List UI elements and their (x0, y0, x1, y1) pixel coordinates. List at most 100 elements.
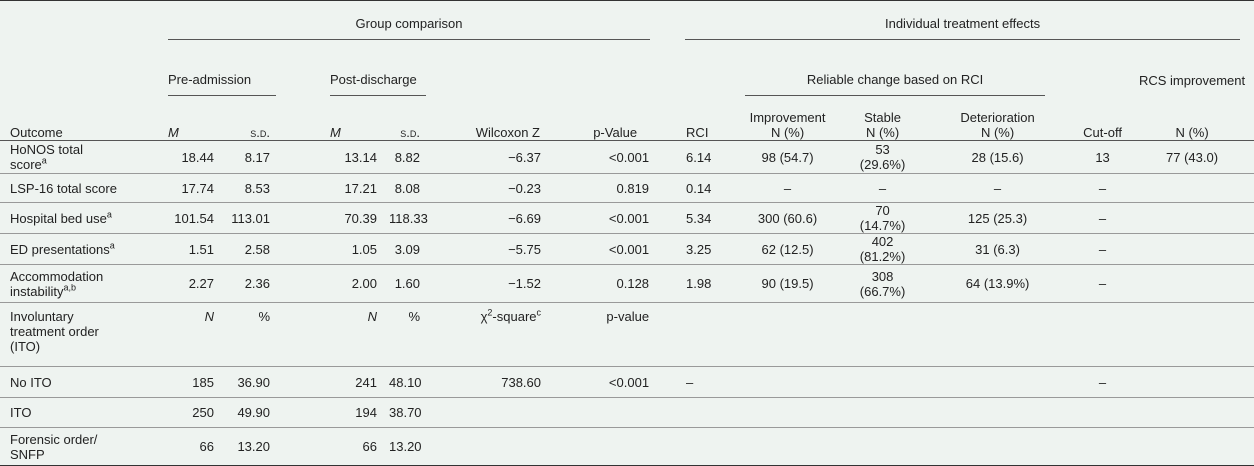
cell: −5.75 (508, 241, 541, 257)
cell (845, 398, 920, 428)
column-header: Wilcoxon Z (475, 125, 540, 140)
column-header: N (%) (980, 125, 1015, 140)
cell: 77 (43.0) (1166, 149, 1219, 165)
cell: 17.74 (181, 180, 214, 196)
cell: 1.51 (188, 241, 214, 257)
cell: 194 (355, 405, 377, 420)
cell: – (1098, 210, 1107, 226)
cell: 90 (19.5) (761, 276, 814, 291)
cell: 28 (15.6) (971, 149, 1024, 165)
cell (730, 303, 845, 367)
cell (655, 428, 730, 466)
row-label: HoNOS total score (10, 142, 83, 172)
subgroup-header: Reliable change based on RCI (745, 72, 1046, 96)
cell: ED presentationsa (0, 234, 160, 265)
cell: HoNOS total scorea (0, 141, 160, 174)
cell: 18.44 (181, 149, 214, 165)
cell: 1.05 (351, 241, 377, 257)
cell: 300 (60.6) (757, 210, 818, 226)
cell: N (367, 309, 377, 324)
cell: χ2-squarec (426, 303, 547, 367)
cell: 3.09 (394, 241, 420, 257)
cell: 13.20 (237, 439, 270, 454)
column-header: N (%) (1175, 125, 1209, 140)
table-row: ED presentationsa 1.51 2.58 1.05 3.09 −5.75 <0… (0, 234, 1254, 265)
cell (1075, 428, 1130, 466)
cell: p-value (606, 309, 650, 324)
cell: 8.82 (394, 149, 420, 165)
cell: 241 (355, 374, 377, 390)
row-label: Hospital bed use (10, 210, 107, 226)
cell: 2.27 (188, 276, 214, 291)
column-header: Outcome (10, 125, 63, 140)
column-header: N (%) (770, 125, 805, 140)
group-header: Individual treatment effects (685, 16, 1241, 40)
cell: 13 (1095, 149, 1110, 165)
cell (845, 367, 920, 398)
cell (1130, 203, 1254, 234)
table-row: No ITO 185 36.90 241 48.10 738.60 <0.001 – – (0, 367, 1254, 398)
cell: 64 (13.9%) (965, 276, 1030, 291)
cell: −6.69 (508, 210, 541, 226)
cell: – (878, 180, 887, 196)
column-header: M (330, 125, 341, 140)
cell: 5.34 (686, 210, 712, 226)
cell: – (1098, 374, 1107, 390)
cell (920, 398, 1075, 428)
cell (426, 398, 547, 428)
cell: 98 (54.7) (761, 149, 814, 165)
cell (547, 398, 655, 428)
cell: – (1098, 276, 1107, 291)
column-header: Deterioration (960, 110, 1035, 125)
cell: 17.21 (344, 180, 377, 196)
cell: 70.39 (344, 210, 377, 226)
row-label: Forensic order/ SNFP (10, 431, 98, 462)
cell: <0.001 (608, 374, 650, 390)
cell: χ (480, 309, 488, 324)
cell: <0.001 (608, 210, 650, 226)
row-label: LSP-16 total score (10, 180, 117, 196)
cell (730, 367, 845, 398)
cell: 402 (81.2%) (859, 234, 906, 264)
cell (920, 428, 1075, 466)
footnote-mark: a (109, 240, 115, 251)
cell (1130, 265, 1254, 303)
column-header: Improvement (749, 110, 826, 125)
cell: – (783, 180, 792, 196)
cell: 250 (192, 405, 214, 420)
cell: <0.001 (608, 149, 650, 165)
cell: 48.10 (389, 374, 422, 390)
cell: % (258, 309, 270, 324)
cell: 70 (14.7%) (859, 203, 906, 233)
cell: 66 (362, 439, 377, 454)
table-row: Accommodation instabilitya,b 2.27 2.36 2.00… (0, 265, 1254, 303)
footnote-mark: a (106, 209, 112, 220)
cell: 13.20 (389, 439, 422, 454)
row-label: No ITO (10, 374, 52, 390)
cell: 2.00 (351, 276, 377, 291)
cell: 49.90 (237, 405, 270, 420)
subgroup-header: Pre-admission (168, 72, 276, 96)
column-header: Stable N (%) (845, 96, 920, 141)
cell: 62 (12.5) (761, 241, 814, 257)
cell: Hospital bed usea (0, 203, 160, 234)
column-header: p-Value (593, 125, 638, 140)
cell (1130, 234, 1254, 265)
cell (730, 428, 845, 466)
cell: 738.60 (501, 374, 541, 390)
cell: 0.128 (616, 276, 650, 291)
cell: 2.58 (244, 241, 270, 257)
cell: 0.14 (686, 180, 712, 196)
column-header: Deterioration N (%) (920, 96, 1075, 141)
cell: 308 (66.7%) (859, 268, 906, 299)
cell (1130, 398, 1254, 428)
cell: -square (492, 309, 537, 324)
cell: N (204, 309, 214, 324)
cell: 6.14 (686, 149, 712, 165)
cell (1130, 174, 1254, 203)
cell: −6.37 (508, 149, 541, 165)
row-label: ITO (10, 405, 32, 420)
table-row: Involuntary treatment order (ITO) N% N% χ2-… (0, 303, 1254, 367)
